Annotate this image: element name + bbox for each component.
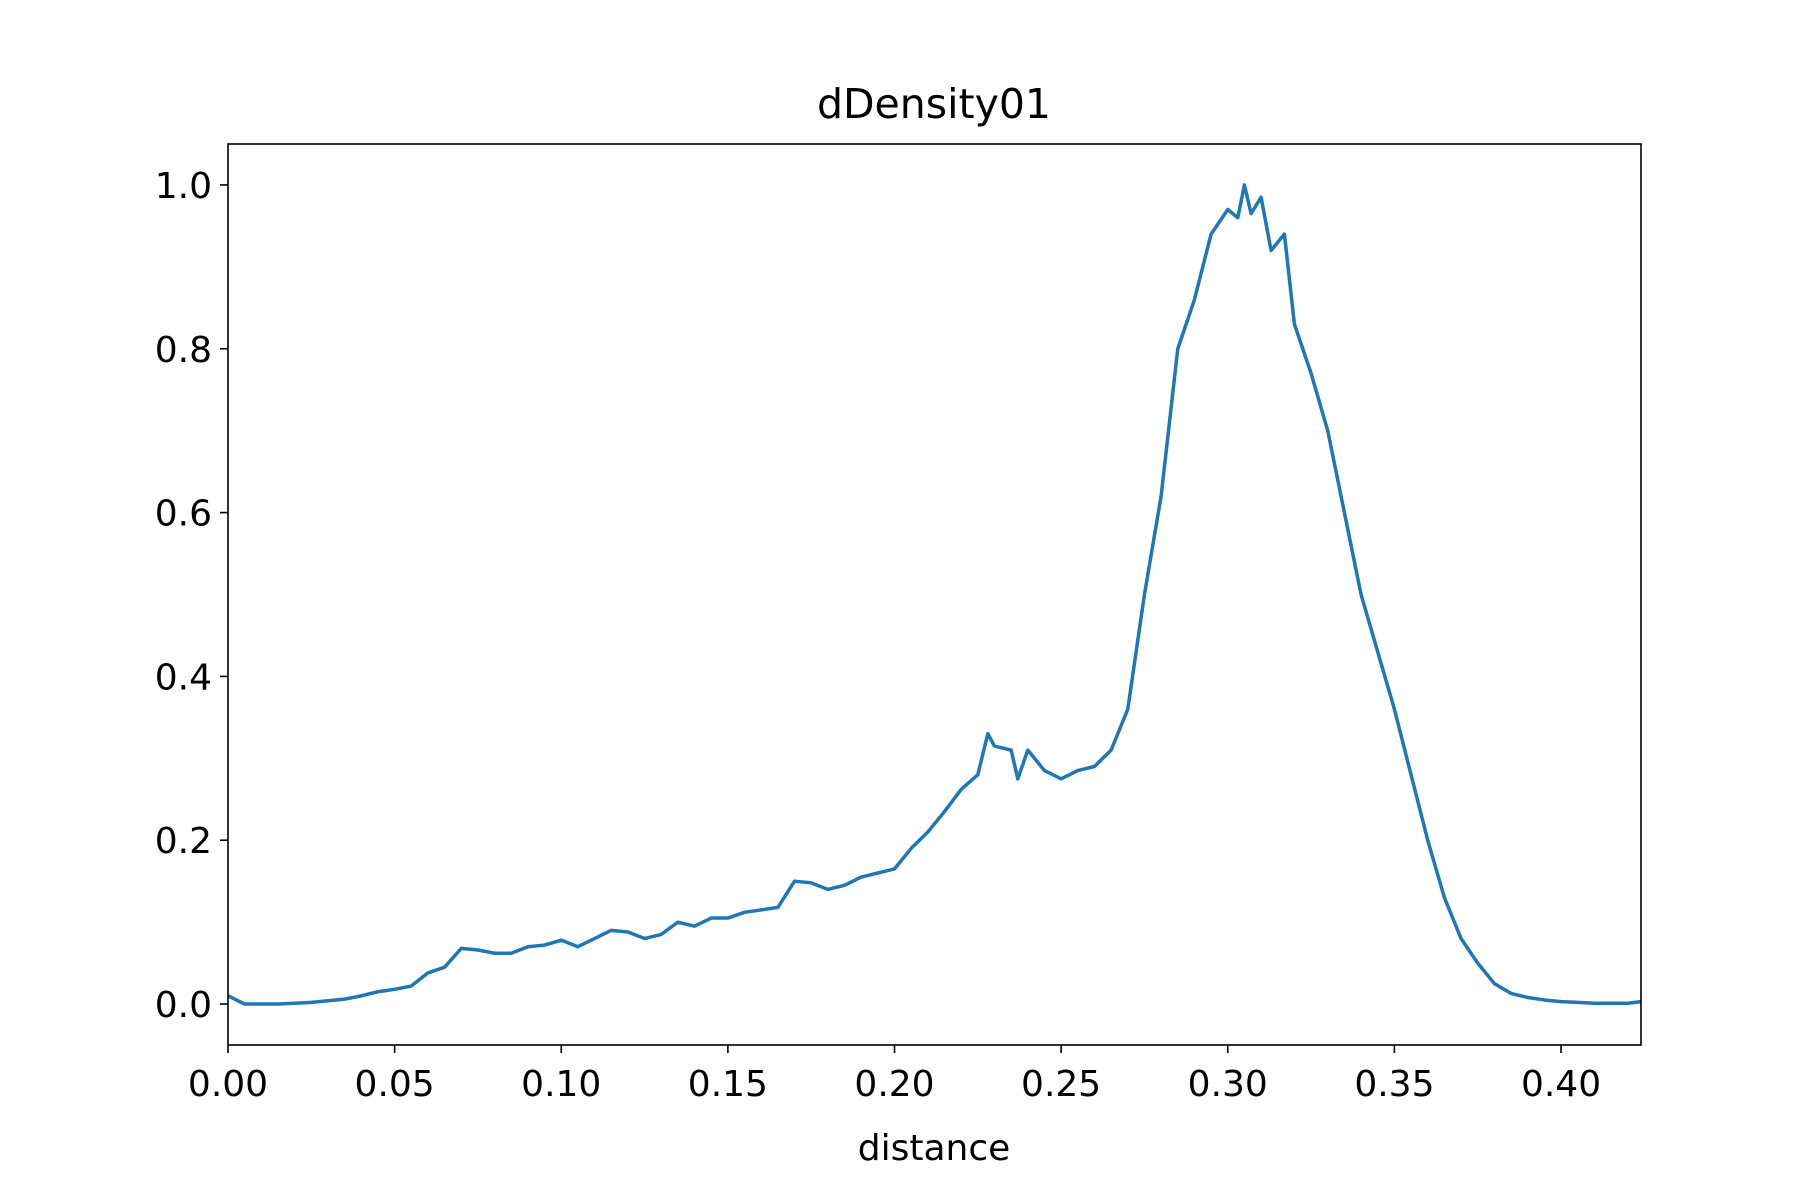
y-tick-label: 0.8 (155, 330, 212, 371)
x-tick-label: 0.20 (854, 1064, 934, 1105)
y-tick-label: 0.2 (155, 821, 212, 862)
x-axis-label: distance (858, 1128, 1011, 1169)
plot-frame (227, 143, 1642, 1046)
x-tick-label: 0.30 (1188, 1064, 1268, 1105)
chart-title: dDensity01 (817, 80, 1051, 128)
x-tick-label: 0.00 (188, 1064, 268, 1105)
x-tick-label: 0.05 (355, 1064, 435, 1105)
y-tick-label: 0.6 (155, 494, 212, 535)
x-tick-label: 0.35 (1354, 1064, 1434, 1105)
x-tick-label: 0.15 (688, 1064, 768, 1105)
x-tick-label: 0.10 (521, 1064, 601, 1105)
y-tick-label: 0.0 (155, 985, 212, 1026)
y-tick-label: 0.4 (155, 657, 212, 698)
x-tick-label: 0.25 (1021, 1064, 1101, 1105)
y-tick-label: 1.0 (155, 166, 212, 207)
x-tick-label: 0.40 (1521, 1064, 1601, 1105)
data-line (227, 183, 1642, 1006)
